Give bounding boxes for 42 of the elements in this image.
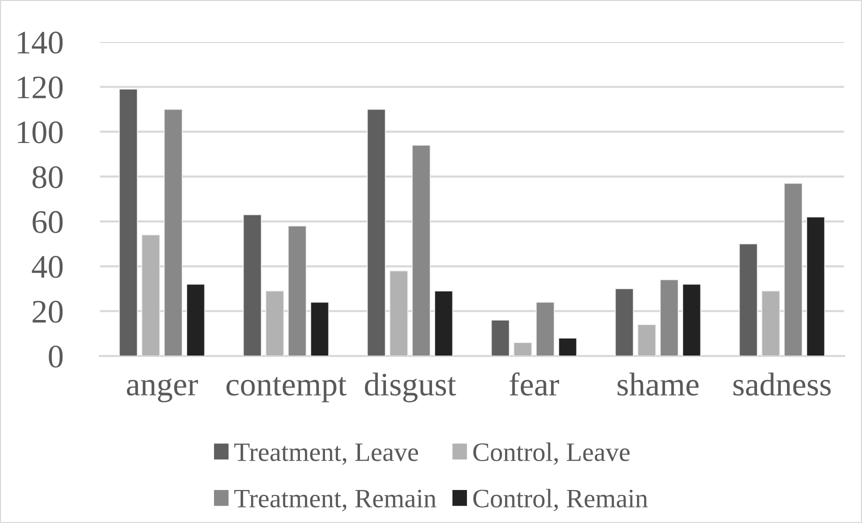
- y-tick-label: 100: [18, 121, 63, 144]
- bar: [186, 284, 206, 356]
- x-tick-label: contempt: [226, 376, 347, 402]
- y-tick-label: 40: [32, 256, 63, 278]
- bar: [389, 270, 408, 356]
- x-tick-label: disgust: [364, 372, 456, 402]
- bar: [614, 288, 634, 356]
- bar: [660, 279, 679, 356]
- bar: [490, 320, 510, 356]
- bar: [784, 182, 803, 356]
- bar: [141, 234, 160, 356]
- x-tick-label: anger: [126, 378, 198, 402]
- y-tick-label: 140: [18, 32, 63, 54]
- bar: [412, 144, 431, 356]
- bar: [682, 284, 702, 356]
- bar: [761, 290, 780, 356]
- x-tick-label: shame: [618, 372, 699, 396]
- bar: [637, 324, 656, 356]
- legend-label: Control, Leave: [473, 442, 630, 465]
- bar: [242, 214, 262, 356]
- bar: [806, 216, 826, 356]
- y-tick-label: 60: [32, 211, 63, 234]
- bar: [513, 342, 532, 356]
- legend-label: Treatment, Remain: [234, 490, 436, 512]
- bar: [558, 338, 578, 356]
- y-tick-label: 120: [18, 76, 63, 99]
- x-tick-label: fear: [510, 372, 560, 396]
- bar: [434, 290, 454, 356]
- legend-label: Control, Remain: [473, 488, 648, 512]
- bar: [288, 225, 307, 356]
- y-tick-label: 20: [32, 300, 63, 323]
- bar: [738, 243, 758, 356]
- bar: [366, 108, 386, 356]
- bar: [265, 290, 284, 356]
- bar: [310, 302, 330, 356]
- bar: [536, 302, 555, 356]
- bar: [118, 88, 138, 356]
- bar: [164, 108, 183, 356]
- x-tick-label: sadness: [733, 372, 831, 396]
- y-tick-label: 0: [48, 346, 63, 368]
- legend-label: Treatment, Leave: [234, 444, 418, 465]
- y-tick-label: 80: [32, 166, 63, 188]
